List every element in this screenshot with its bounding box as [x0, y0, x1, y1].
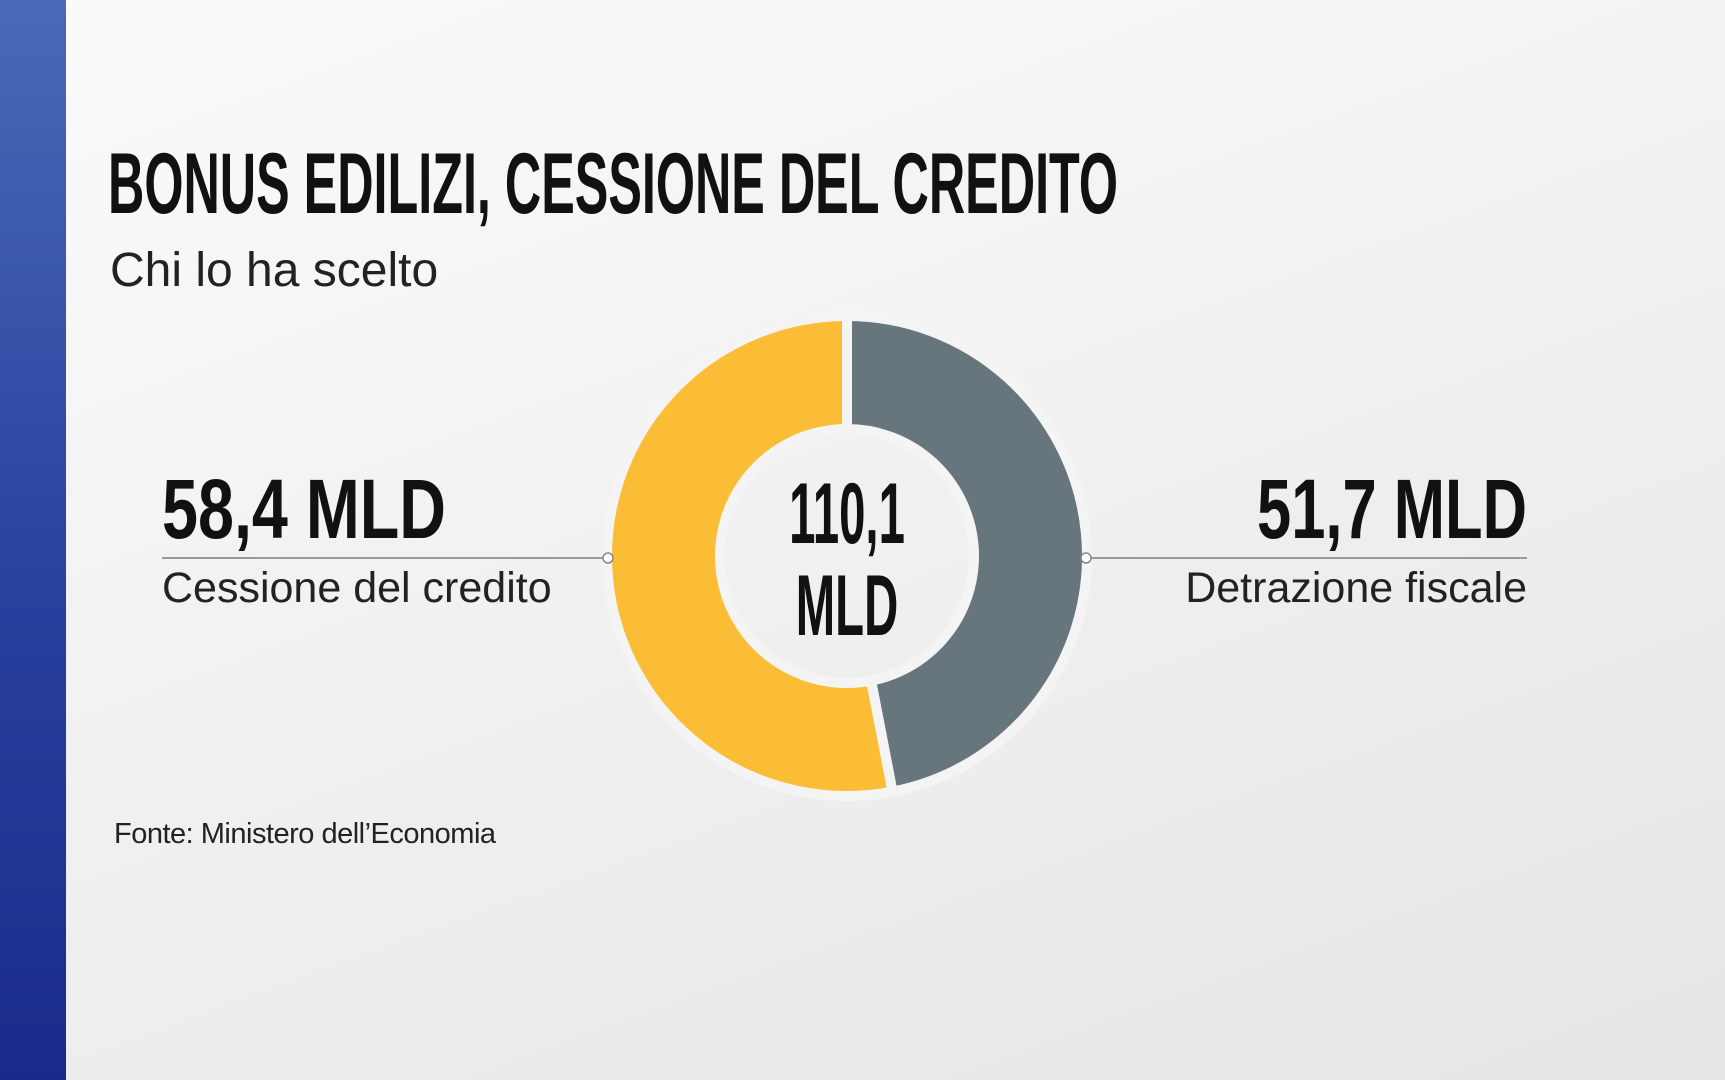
leader-dot	[602, 552, 614, 564]
value-label: 51,7 MLD	[1257, 462, 1527, 556]
value-label: 58,4 MLD	[162, 462, 446, 556]
side-stripe	[0, 0, 66, 1080]
chart-subtitle: Chi lo ha scelto	[110, 244, 438, 297]
legend-label: Detrazione fiscale	[1185, 564, 1527, 612]
leader-dot	[1080, 552, 1092, 564]
center-label: 110,1 MLD	[789, 466, 905, 654]
legend-label: Cessione del credito	[162, 564, 552, 612]
source: Fonte: Ministero dell’Economia	[114, 818, 497, 850]
donut-slice	[842, 310, 1092, 798]
chart-title: BONUS EDILIZI, CESSIONE DEL CREDITO	[108, 136, 1118, 232]
donut-slice	[602, 310, 899, 801]
